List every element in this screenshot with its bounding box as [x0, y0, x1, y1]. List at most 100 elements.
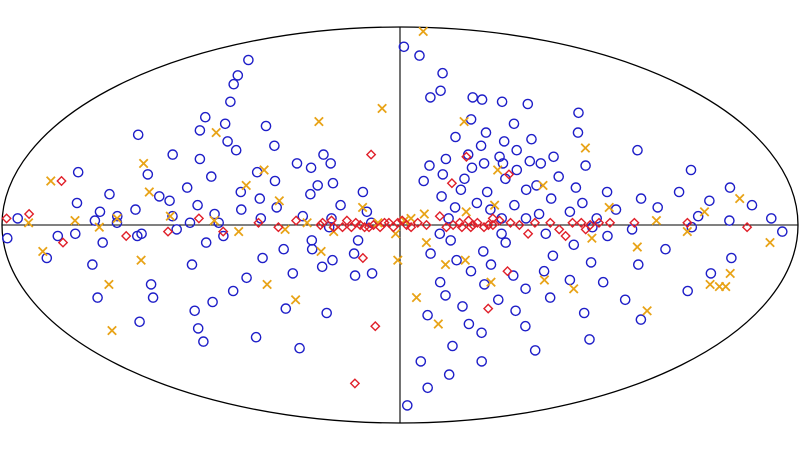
diamond-point-24 [355, 219, 366, 231]
circle-point-9 [222, 136, 233, 147]
diamond-point-27 [368, 219, 379, 231]
circle-point-204 [476, 356, 488, 367]
circle-point-22 [269, 175, 281, 187]
circle-point-205 [443, 369, 455, 380]
diamond-point-46 [478, 222, 490, 233]
circle-point-104 [572, 127, 584, 138]
circle-point-34 [335, 199, 346, 211]
circle-point-88 [250, 331, 262, 343]
circle-point-10 [269, 140, 280, 152]
cross-point-7 [144, 187, 155, 197]
diamond-point-10 [290, 215, 302, 226]
cross-point-58 [642, 305, 652, 316]
circle-point-38 [130, 204, 141, 215]
circle-point-195 [422, 309, 433, 321]
diamond-point-61 [604, 217, 616, 228]
cross-point-9 [274, 195, 285, 206]
circle-point-157 [724, 215, 735, 226]
circle-point-203 [415, 356, 427, 367]
cross-point-5 [259, 165, 269, 175]
diamond-point-43 [465, 222, 476, 233]
circle-point-45 [12, 213, 24, 224]
cross-point-24 [316, 246, 326, 257]
cross-point-43 [632, 242, 643, 252]
circle-point-141 [471, 197, 483, 209]
cross-point-26 [262, 279, 272, 290]
circle-point-68 [257, 252, 268, 264]
circle-point-8 [132, 129, 144, 141]
diamond-point-70 [560, 230, 571, 242]
diamond-point-53 [529, 217, 541, 228]
diamond-point-36 [421, 219, 432, 231]
cross-point-45 [460, 255, 471, 266]
circle-point-81 [147, 292, 159, 303]
circle-point-64 [97, 237, 108, 248]
circle-point-71 [87, 259, 98, 270]
circle-point-26 [235, 186, 247, 198]
diamond-point-34 [405, 222, 417, 233]
circle-point-189 [544, 292, 556, 303]
circle-point-66 [306, 243, 318, 255]
circle-point-142 [577, 197, 588, 209]
circle-point-130 [570, 182, 582, 193]
circle-point-109 [511, 144, 523, 156]
cross-point-31 [406, 213, 416, 224]
circle-point-4 [199, 111, 211, 123]
circle-point-13 [167, 149, 178, 160]
diamond-point-66 [461, 151, 472, 162]
circle-point-20 [142, 169, 154, 180]
circle-point-106 [526, 133, 537, 145]
cross-point-2 [314, 116, 324, 127]
diamond-point-67 [487, 213, 498, 224]
circle-point-196 [635, 314, 647, 325]
circle-point-115 [524, 155, 536, 167]
circle-point-97 [476, 94, 488, 105]
circle-point-105 [450, 131, 461, 143]
diamond-point-4 [121, 230, 132, 242]
diamond-point-3 [56, 175, 67, 187]
cross-point-56 [489, 200, 500, 211]
circle-point-28 [305, 188, 316, 200]
diamond-point-62 [629, 217, 640, 228]
circle-point-163 [496, 228, 507, 240]
circle-point-188 [440, 290, 451, 301]
circle-point-198 [520, 320, 531, 332]
cross-point-52 [486, 277, 496, 288]
cross-point-29 [107, 325, 117, 336]
cross-point-36 [538, 180, 548, 191]
circle-point-162 [434, 228, 446, 240]
circle-point-164 [540, 228, 552, 240]
circle-point-0 [243, 54, 254, 66]
cross-point-23 [37, 246, 48, 257]
circle-point-194 [578, 307, 590, 319]
circle-point-54 [171, 224, 182, 235]
circle-point-167 [500, 237, 512, 248]
circle-point-41 [209, 208, 220, 220]
circle-point-40 [94, 206, 106, 218]
diamond-point-57 [576, 217, 587, 228]
cross-point-50 [392, 255, 403, 266]
circle-point-150 [533, 208, 545, 220]
circle-point-199 [476, 327, 487, 339]
circle-point-15 [291, 158, 303, 169]
circle-point-1 [232, 70, 244, 81]
diamond-point-25 [359, 222, 370, 233]
cross-point-59 [720, 281, 731, 292]
circle-point-201 [447, 340, 458, 352]
diamond-point-40 [454, 217, 465, 228]
cross-point-18 [94, 222, 105, 233]
circle-point-191 [619, 294, 631, 306]
diamond-point-59 [585, 219, 596, 231]
circle-point-62 [352, 235, 364, 246]
circle-point-178 [465, 265, 477, 277]
cross-point-12 [112, 213, 122, 224]
cross-point-53 [568, 283, 579, 294]
diamond-point-2 [57, 237, 69, 248]
circle-point-118 [535, 158, 547, 169]
cross-point-38 [651, 215, 662, 226]
circle-point-174 [451, 254, 462, 266]
diamond-point-68 [503, 169, 515, 180]
circle-point-85 [321, 307, 333, 319]
circle-point-165 [602, 230, 613, 242]
diamond-point-64 [741, 222, 753, 233]
